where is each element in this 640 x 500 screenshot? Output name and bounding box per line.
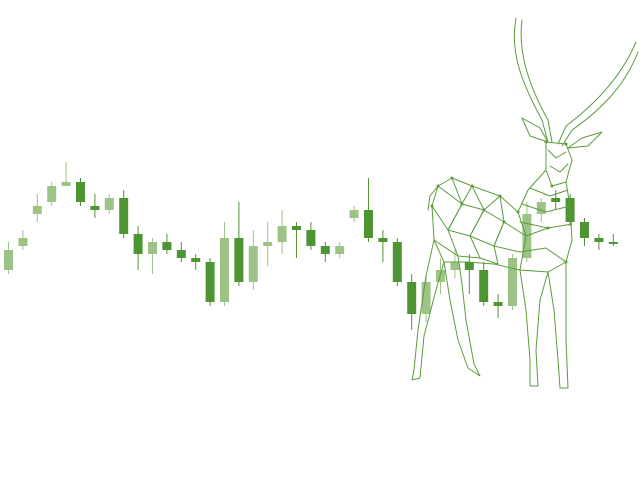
candle bbox=[392, 238, 402, 286]
candle bbox=[47, 182, 57, 206]
candle bbox=[248, 230, 258, 290]
candle-body bbox=[119, 198, 129, 234]
candle bbox=[32, 194, 42, 222]
candle-body bbox=[133, 234, 143, 254]
candle bbox=[335, 242, 345, 258]
candle bbox=[263, 222, 273, 266]
candle-body bbox=[191, 258, 201, 262]
candle-body bbox=[76, 182, 85, 202]
candle-body bbox=[450, 262, 460, 270]
candle-body bbox=[349, 210, 359, 218]
candle-body bbox=[4, 250, 13, 270]
candle bbox=[464, 254, 474, 294]
candle bbox=[407, 274, 417, 330]
candle-body bbox=[47, 186, 57, 202]
candle-body bbox=[335, 246, 345, 254]
candle bbox=[608, 234, 618, 246]
candle bbox=[320, 242, 330, 262]
candle bbox=[234, 202, 244, 286]
candle bbox=[176, 242, 186, 262]
candle bbox=[205, 258, 215, 306]
candle-body bbox=[306, 230, 316, 246]
candle-body bbox=[90, 206, 100, 210]
candle bbox=[104, 194, 114, 214]
candle bbox=[594, 234, 604, 250]
candle-body bbox=[176, 250, 186, 258]
candle bbox=[133, 226, 143, 270]
candle-body bbox=[392, 242, 402, 282]
candle-body bbox=[162, 242, 172, 250]
candle-body bbox=[32, 206, 42, 214]
candle-body bbox=[292, 226, 301, 230]
candle bbox=[364, 178, 373, 242]
candle bbox=[61, 162, 71, 186]
candle-body bbox=[277, 226, 287, 242]
candle bbox=[90, 194, 100, 218]
candle-body bbox=[608, 242, 618, 244]
candle bbox=[162, 234, 172, 254]
candle bbox=[220, 222, 229, 306]
candle bbox=[493, 294, 503, 318]
candle bbox=[508, 254, 517, 310]
candle bbox=[421, 274, 431, 322]
candle bbox=[479, 262, 489, 306]
candle bbox=[76, 178, 85, 206]
candle-body bbox=[464, 262, 474, 270]
candle bbox=[18, 230, 28, 250]
candle-body bbox=[61, 182, 71, 186]
candle bbox=[277, 210, 287, 254]
candle-body bbox=[263, 242, 273, 246]
candle-body bbox=[205, 262, 215, 302]
candle bbox=[119, 190, 129, 238]
candle bbox=[450, 250, 460, 278]
candle-body bbox=[594, 238, 604, 242]
candle-body bbox=[104, 198, 114, 210]
candle bbox=[191, 254, 201, 270]
candle-body bbox=[364, 210, 373, 238]
candle-body bbox=[493, 302, 503, 306]
candle-body bbox=[407, 282, 417, 314]
candle-body bbox=[248, 246, 258, 282]
candle bbox=[378, 230, 388, 262]
candle bbox=[292, 222, 301, 258]
candle-body bbox=[508, 258, 517, 306]
candle-body bbox=[479, 270, 489, 302]
candle-body bbox=[378, 238, 388, 242]
candle-body bbox=[551, 198, 561, 202]
candle-body bbox=[320, 246, 330, 254]
candle-body bbox=[421, 282, 431, 314]
candle bbox=[580, 218, 589, 246]
candle-body bbox=[234, 238, 244, 282]
candle-body bbox=[148, 242, 157, 254]
candle-body bbox=[536, 202, 546, 214]
candle-body bbox=[220, 238, 229, 302]
candle bbox=[4, 242, 13, 274]
candle bbox=[148, 238, 157, 274]
candle bbox=[551, 190, 561, 210]
candle-body bbox=[580, 222, 589, 238]
candle-body bbox=[18, 238, 28, 246]
candle bbox=[306, 222, 316, 250]
candle bbox=[349, 206, 359, 222]
